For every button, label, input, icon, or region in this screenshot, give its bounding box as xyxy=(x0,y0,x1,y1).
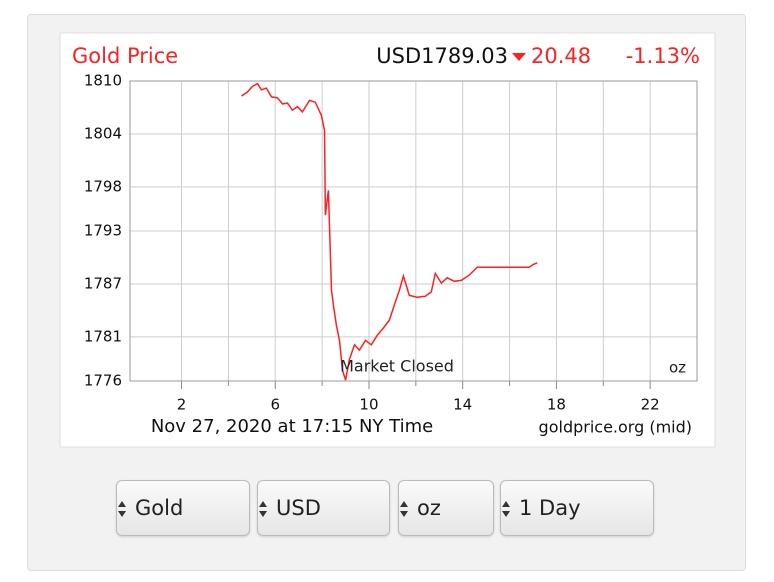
annotation: Market Closed xyxy=(340,357,454,376)
x-tick-label: 22 xyxy=(641,396,660,414)
select-label: USD xyxy=(276,496,321,520)
y-tick-label: 1804 xyxy=(84,124,122,142)
down-arrow xyxy=(512,53,526,61)
price: USD1789.03 xyxy=(376,44,508,68)
y-tick-label: 1793 xyxy=(84,222,122,240)
select-label: 1 Day xyxy=(519,496,581,520)
chart-box xyxy=(59,32,716,448)
change: 20.48 xyxy=(531,44,591,68)
x-tick-label: 6 xyxy=(270,396,280,414)
chart-title: Gold Price xyxy=(72,44,178,68)
select-arrows xyxy=(502,501,510,517)
y-tick-label: 1787 xyxy=(84,274,122,292)
select[interactable]: 1 Day xyxy=(500,480,654,536)
select-arrows xyxy=(118,501,126,517)
x-tick-label: 14 xyxy=(453,396,472,414)
plot-frame xyxy=(129,80,698,382)
select-label: Gold xyxy=(135,496,184,520)
select[interactable]: oz xyxy=(398,480,494,536)
select-arrows xyxy=(400,501,408,517)
select-label: oz xyxy=(417,496,441,520)
change-pct: -1.13% xyxy=(626,44,700,68)
x-tick-label: 10 xyxy=(359,396,378,414)
unit-label: oz xyxy=(669,359,686,377)
x-tick-label: 18 xyxy=(547,396,566,414)
select-arrows xyxy=(259,501,267,517)
y-tick-label: 1810 xyxy=(84,72,122,90)
price-line xyxy=(241,82,538,381)
y-tick-label: 1781 xyxy=(84,327,122,345)
timestamp: Nov 27, 2020 at 17:15 NY Time xyxy=(151,416,433,437)
select[interactable]: USD xyxy=(257,480,390,536)
source: goldprice.org (mid) xyxy=(539,418,692,437)
y-tick-label: 1776 xyxy=(84,372,122,390)
x-tick-label: 2 xyxy=(177,396,187,414)
y-tick-label: 1798 xyxy=(84,177,122,195)
select[interactable]: Gold xyxy=(116,480,250,536)
